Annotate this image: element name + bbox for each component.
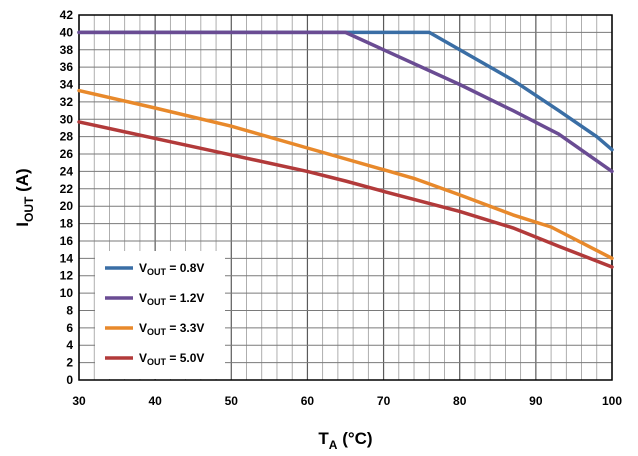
- plot-frame: [78, 14, 613, 381]
- y-tick-label: 16: [60, 234, 74, 248]
- y-axis-title: IOUT (A): [13, 168, 36, 226]
- x-tick-label: 50: [225, 394, 239, 408]
- y-tick-label: 28: [60, 130, 74, 144]
- x-tick-labels: 30 40 50 60 70 80 90 100: [72, 394, 622, 408]
- y-tick-label: 24: [60, 164, 74, 178]
- y-tick-label: 2: [66, 356, 73, 370]
- y-tick-label: 22: [60, 182, 74, 196]
- y-axis-title-rest: (A): [13, 168, 32, 196]
- legend-label: VOUT = 5.0V: [139, 351, 204, 367]
- x-tick-label: 70: [377, 394, 391, 408]
- y-tick-label: 32: [60, 95, 74, 109]
- y-tick-label: 20: [60, 199, 74, 213]
- x-tick-label: 30: [72, 394, 86, 408]
- legend: VOUT = 0.8V VOUT = 1.2V VOUT = 3.3V VOUT = …: [95, 251, 225, 379]
- y-tick-label: 30: [60, 112, 74, 126]
- x-tick-label: 80: [453, 394, 467, 408]
- x-axis-title-rest: (°C): [337, 429, 372, 448]
- series-lines: [77, 30, 614, 269]
- y-tick-label: 18: [60, 217, 74, 231]
- x-tick-label: 100: [602, 394, 622, 408]
- y-tick-label: 42: [60, 8, 74, 22]
- x-axis-title: TA (°C): [318, 429, 372, 452]
- y-axis-title-main: I: [13, 222, 32, 227]
- y-tick-label: 10: [60, 286, 74, 300]
- x-tick-label: 60: [301, 394, 315, 408]
- y-tick-label: 0: [66, 373, 73, 387]
- minor-grid: [93, 15, 598, 380]
- y-tick-label: 26: [60, 147, 74, 161]
- y-tick-label: 40: [60, 25, 74, 39]
- y-tick-label: 36: [60, 60, 74, 74]
- y-tick-label: 4: [66, 338, 73, 352]
- y-tick-label: 12: [60, 269, 74, 283]
- legend-label: VOUT = 0.8V: [139, 261, 204, 277]
- y-tick-label: 14: [60, 251, 74, 265]
- x-tick-label: 90: [529, 394, 543, 408]
- y-tick-label: 38: [60, 43, 74, 57]
- x-tick-label: 40: [148, 394, 162, 408]
- y-axis-title-subscript: OUT: [22, 196, 36, 222]
- x-axis-title-subscript: A: [329, 438, 338, 452]
- series-line: [77, 88, 614, 261]
- y-tick-label: 6: [66, 321, 73, 335]
- series-line: [77, 120, 614, 269]
- x-axis-title-main: T: [318, 429, 329, 448]
- series-line: [77, 30, 614, 174]
- y-tick-label: 8: [66, 303, 73, 317]
- y-tick-label: 34: [60, 78, 74, 92]
- legend-label: VOUT = 1.2V: [139, 291, 204, 307]
- legend-label: VOUT = 3.3V: [139, 321, 204, 337]
